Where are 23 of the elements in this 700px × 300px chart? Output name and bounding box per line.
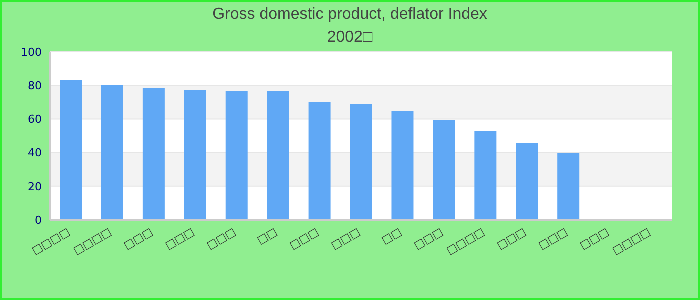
bar (433, 120, 456, 220)
x-tick-label: □□ (379, 225, 404, 247)
y-tick-label: 20 (28, 180, 42, 194)
bar (516, 143, 538, 220)
bar (142, 88, 165, 220)
y-tick-label: 0 (35, 214, 42, 227)
x-tick-label: □□ (255, 225, 280, 247)
y-tick-label: 80 (28, 80, 42, 93)
y-tick-label: 100 (21, 46, 42, 59)
chart-title: Gross domestic product, deflator Index (212, 6, 488, 24)
bar (226, 91, 248, 220)
bar (308, 102, 331, 220)
bar (558, 153, 580, 220)
bar (101, 85, 124, 220)
bar (474, 131, 497, 220)
bar (60, 80, 82, 220)
chart-subtitle: 2002□ (326, 29, 374, 47)
bar (392, 111, 414, 220)
y-tick-label: 60 (28, 113, 42, 126)
bar (267, 91, 290, 220)
bar (184, 90, 206, 220)
bar (350, 104, 372, 220)
y-tick-label: 40 (28, 146, 42, 160)
